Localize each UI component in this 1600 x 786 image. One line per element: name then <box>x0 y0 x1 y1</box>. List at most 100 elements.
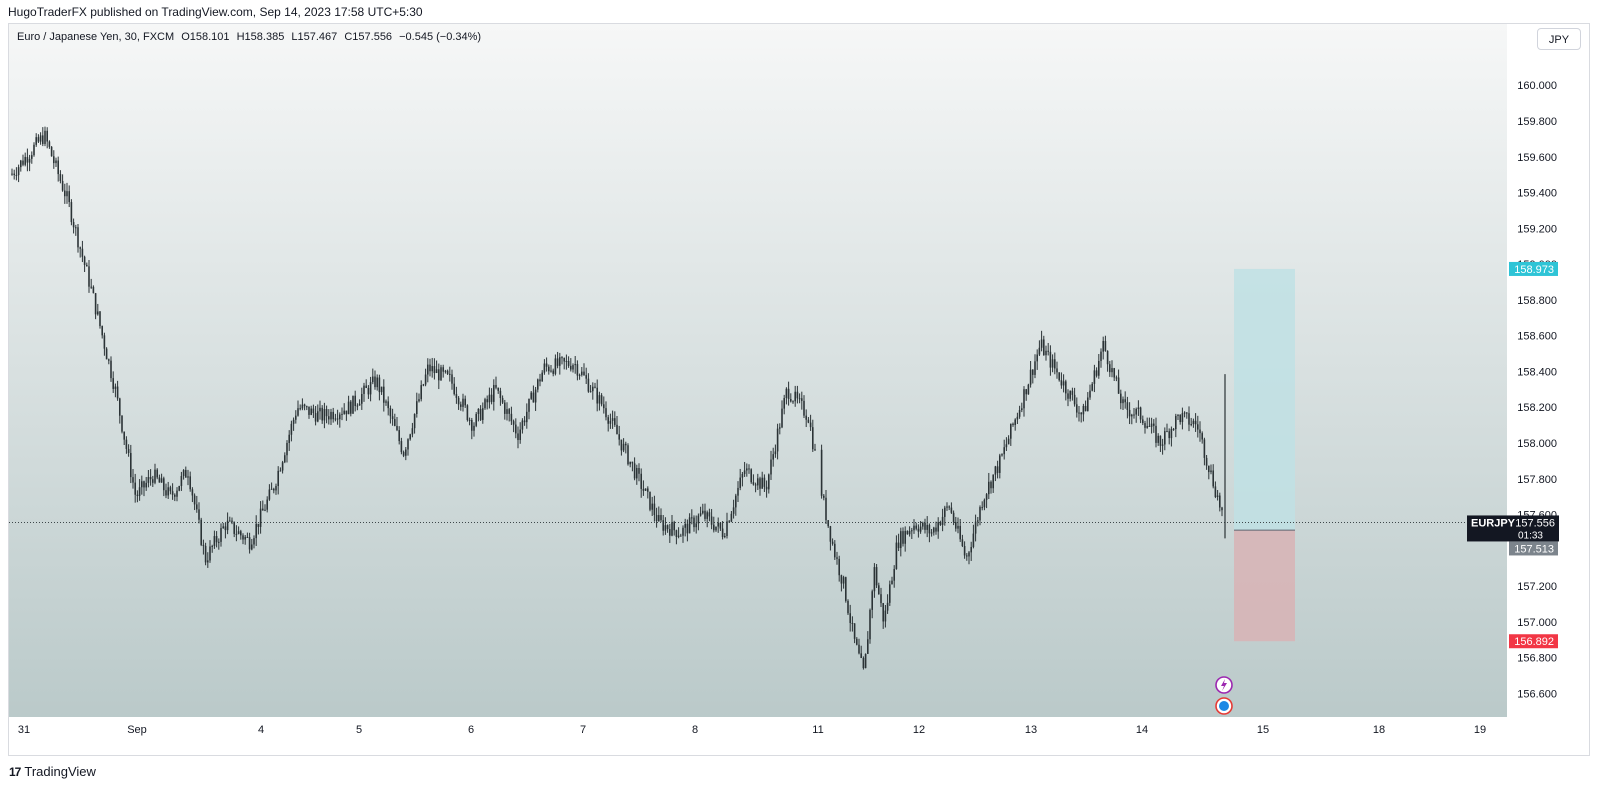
time-axis-background <box>9 717 1589 755</box>
candle-body <box>240 531 242 536</box>
candle-body <box>262 508 264 511</box>
candle-body <box>477 408 480 414</box>
event-icons[interactable] <box>1215 676 1233 715</box>
candle-body <box>358 403 361 406</box>
candle-body <box>704 510 706 519</box>
candle-body <box>972 533 975 547</box>
currency-button[interactable]: JPY <box>1537 28 1581 50</box>
time-axis[interactable]: 31 Sep 4 5 6 7 8 11 12 13 14 15 18 19 <box>18 724 1486 736</box>
candle-body <box>460 404 462 407</box>
candle-body <box>354 395 356 406</box>
candle-body <box>787 388 790 399</box>
chart-frame: 156.600156.800157.000157.200157.400157.6… <box>8 23 1590 756</box>
candle-body <box>103 335 106 349</box>
candle-body <box>222 526 224 529</box>
candle-body <box>1109 364 1111 373</box>
candle-body <box>127 448 130 453</box>
candle-body <box>319 407 321 412</box>
candle-body <box>411 428 414 435</box>
candle-body <box>68 191 70 203</box>
candle-body <box>248 537 251 550</box>
y-tick-label: 157.800 <box>1517 474 1557 486</box>
candle-body <box>944 507 946 517</box>
last-price-value: 157.556 <box>1515 517 1555 529</box>
candle-body <box>596 387 598 404</box>
stop-zone[interactable] <box>1234 530 1295 642</box>
candle-body <box>545 363 548 367</box>
candle-body <box>1177 414 1179 416</box>
candle-body <box>1199 429 1201 434</box>
candle-body <box>1128 409 1131 417</box>
candle-body <box>1071 390 1074 395</box>
candle-body <box>486 399 488 403</box>
candle-body <box>721 528 724 537</box>
price-chart[interactable]: 156.600156.800157.000157.200157.400157.6… <box>9 24 1590 756</box>
candle-body <box>691 517 693 519</box>
candle-body <box>1067 393 1069 399</box>
candle-body <box>1164 431 1166 445</box>
candle-body <box>237 531 240 534</box>
tradingview-logo[interactable]: 17 TradingView <box>9 764 96 779</box>
candle-body <box>301 404 304 409</box>
candle-body <box>1001 454 1003 456</box>
candle-body <box>11 173 13 175</box>
candle-body <box>339 414 341 420</box>
candle-body <box>900 531 902 549</box>
y-tick-label: 159.200 <box>1517 223 1557 235</box>
candle-body <box>369 382 372 395</box>
candle-body <box>50 146 53 157</box>
y-tick-label: 159.400 <box>1517 188 1557 200</box>
candle-body <box>979 507 981 521</box>
candle-body <box>363 385 365 394</box>
candle-body <box>284 455 286 463</box>
candle-body <box>565 360 568 362</box>
candle-body <box>713 524 715 531</box>
candle-body <box>136 494 139 496</box>
candle-body <box>926 524 928 530</box>
candle-body <box>53 156 55 164</box>
candle-body <box>33 144 35 156</box>
candle-body <box>314 413 317 422</box>
legend-low: L157.467 <box>291 31 338 43</box>
candle-body <box>750 469 752 483</box>
candle-body <box>290 423 293 435</box>
candle-body <box>983 499 986 508</box>
candle-body <box>257 523 260 527</box>
candle-body <box>741 473 744 478</box>
candle-body <box>798 398 801 400</box>
economic-event-icon[interactable] <box>1215 697 1233 715</box>
candle-body <box>554 358 557 374</box>
candle-body <box>160 478 163 483</box>
candle-body <box>882 603 884 622</box>
candle-body <box>330 411 332 420</box>
candle-body <box>114 386 117 389</box>
candle-body <box>675 530 678 537</box>
target-zone[interactable] <box>1234 268 1295 531</box>
candle-body <box>356 405 359 407</box>
candle-body <box>13 173 15 176</box>
candle-body <box>638 468 640 474</box>
candle-body <box>83 256 86 265</box>
candle-body <box>651 503 653 510</box>
position-tool[interactable] <box>1234 268 1295 642</box>
candle-body <box>163 478 165 491</box>
candle-body <box>449 373 451 375</box>
candle-body <box>1117 377 1120 394</box>
candle-body <box>781 408 783 428</box>
last-price-symbol: EURJPY <box>1471 517 1516 529</box>
candle-body <box>112 378 114 389</box>
candle-body <box>763 477 766 487</box>
candle-body <box>1093 370 1096 384</box>
lightning-bolt-icon[interactable] <box>1215 676 1233 694</box>
candle-body <box>79 247 81 249</box>
candle-body <box>1201 433 1203 440</box>
candle-body <box>90 286 92 288</box>
candle-body <box>220 528 222 542</box>
target-price-label-bg <box>1509 261 1558 276</box>
candle-body <box>1073 394 1076 405</box>
candle-body <box>374 376 376 388</box>
candle-body <box>607 417 609 424</box>
candle-body <box>468 419 471 421</box>
candle-body <box>735 495 737 508</box>
candle-body <box>31 155 33 159</box>
